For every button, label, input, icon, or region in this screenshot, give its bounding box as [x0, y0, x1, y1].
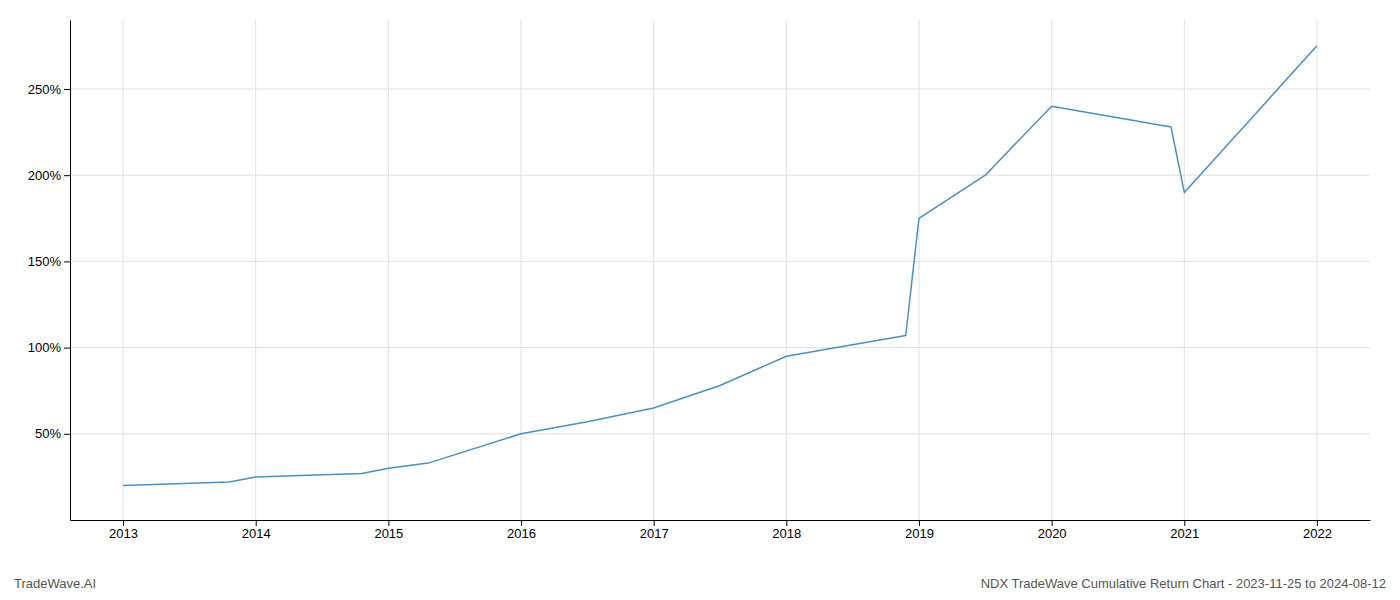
line: [123, 46, 1317, 486]
tick: 2017: [640, 520, 669, 541]
tick: 2020: [1038, 520, 1067, 541]
tick-label: 200%: [28, 168, 62, 183]
grid-line: [653, 20, 654, 520]
grid-line: [255, 20, 256, 520]
tick-mark: [256, 520, 257, 526]
tick: 2022: [1303, 520, 1332, 541]
grid-line: [918, 20, 919, 520]
tick-mark: [64, 175, 70, 176]
tick-mark: [123, 520, 124, 526]
tick-mark: [64, 261, 70, 262]
grid-line: [70, 88, 1370, 89]
tick: 250%: [28, 82, 70, 97]
grid-line: [123, 20, 124, 520]
tick-label: 2020: [1038, 526, 1067, 541]
tick: 2019: [905, 520, 934, 541]
tick-mark: [64, 434, 70, 435]
tick-label: 50%: [35, 426, 61, 441]
tick: 2021: [1170, 520, 1199, 541]
grid: [70, 20, 1370, 520]
tick-label: 100%: [28, 340, 62, 355]
tick: 200%: [28, 168, 70, 183]
tick-label: 2021: [1170, 526, 1199, 541]
tick-mark: [1184, 520, 1185, 526]
grid-line: [1051, 20, 1052, 520]
tick-label: 2016: [507, 526, 536, 541]
y-axis: 50% 100% 150% 200% 250%: [28, 21, 71, 521]
tick-label: 2022: [1303, 526, 1332, 541]
tick: 2013: [109, 520, 138, 541]
tick: 150%: [28, 254, 70, 269]
tick-label: 2015: [374, 526, 403, 541]
tick: 50%: [35, 426, 70, 441]
grid-line: [521, 20, 522, 520]
tick-mark: [1052, 520, 1053, 526]
grid-line: [1184, 20, 1185, 520]
tick-mark: [64, 348, 70, 349]
tick-mark: [388, 520, 389, 526]
tick-mark: [919, 520, 920, 526]
tick-label: 2018: [772, 526, 801, 541]
tick-mark: [521, 520, 522, 526]
grid-line: [70, 433, 1370, 434]
annotation: TradeWave.AI: [14, 576, 96, 591]
x-axis: 2013 2014 2015 2016 2017 2018 2019 2020 2021 2022: [71, 520, 1371, 541]
axis-line: [71, 520, 1371, 521]
grid-line: [786, 20, 787, 520]
tick-label: 2019: [905, 526, 934, 541]
tick-mark: [64, 89, 70, 90]
grid-line: [70, 347, 1370, 348]
tick: 100%: [28, 340, 70, 355]
tick: 2014: [242, 520, 271, 541]
plot: 2013 2014 2015 2016 2017 2018 2019 2020 2021 2022…: [28, 20, 1371, 541]
tick-label: 2017: [640, 526, 669, 541]
tick-mark: [786, 520, 787, 526]
annotation: NDX TradeWave Cumulative Return Chart - …: [981, 576, 1386, 591]
tick-mark: [1317, 520, 1318, 526]
chart: 2013 2014 2015 2016 2017 2018 2019 2020 2021 2022…: [0, 0, 1400, 600]
tick: 2018: [772, 520, 801, 541]
tick-mark: [654, 520, 655, 526]
grid-line: [1316, 20, 1317, 520]
grid-line: [70, 175, 1370, 176]
tick-label: 250%: [28, 82, 62, 97]
tick-label: 2013: [109, 526, 138, 541]
marks: [123, 46, 1317, 486]
tick-label: 2014: [242, 526, 271, 541]
grid-line: [388, 20, 389, 520]
axis-line: [70, 21, 71, 521]
tick-label: 150%: [28, 254, 62, 269]
grid-line: [70, 261, 1370, 262]
tick: 2015: [374, 520, 403, 541]
tick: 2016: [507, 520, 536, 541]
